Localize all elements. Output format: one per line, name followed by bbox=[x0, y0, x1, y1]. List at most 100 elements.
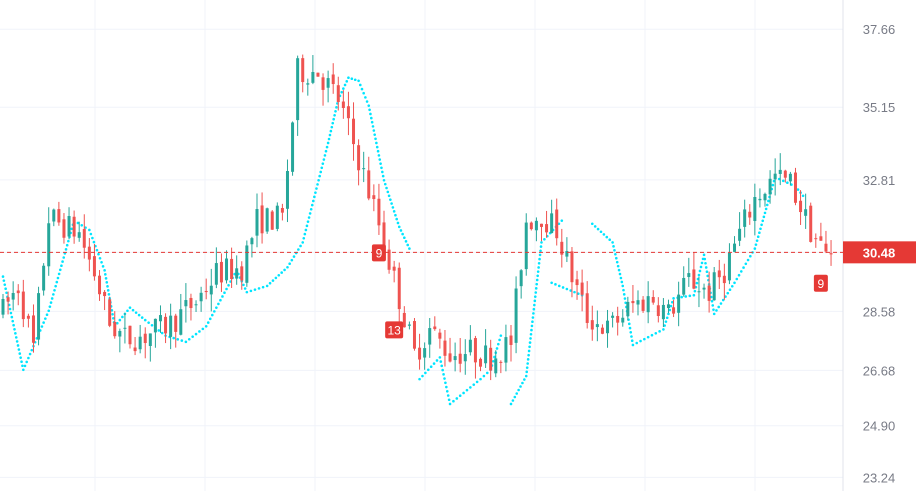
candle-body bbox=[687, 273, 691, 278]
sar-dot bbox=[121, 315, 124, 319]
candle-body bbox=[748, 211, 752, 218]
sar-dot bbox=[764, 207, 768, 211]
candle bbox=[37, 286, 41, 346]
sar-dot bbox=[485, 371, 489, 375]
candle-body bbox=[539, 223, 543, 227]
sar-dot bbox=[712, 308, 715, 311]
sar-dot bbox=[360, 87, 364, 91]
candle-body bbox=[438, 332, 442, 339]
sar-dot bbox=[627, 322, 631, 326]
candle bbox=[245, 240, 249, 287]
sar-dot bbox=[147, 321, 150, 324]
candle bbox=[621, 309, 625, 327]
sar-dot bbox=[10, 315, 14, 319]
candle-body bbox=[412, 321, 416, 349]
sar-dot bbox=[243, 287, 247, 290]
sar-dot bbox=[622, 288, 625, 292]
candle-body bbox=[214, 263, 218, 285]
sar-dot bbox=[104, 277, 108, 280]
sar-dot bbox=[322, 158, 326, 161]
grid bbox=[0, 0, 843, 491]
sar-dot bbox=[432, 362, 436, 365]
candle bbox=[47, 207, 51, 276]
sar-dot bbox=[710, 299, 714, 303]
sar-dot bbox=[350, 77, 354, 81]
sar-dot bbox=[452, 399, 455, 403]
candle bbox=[306, 78, 310, 96]
candle bbox=[707, 271, 711, 313]
candle bbox=[778, 153, 782, 186]
sar-dot bbox=[533, 295, 537, 298]
candle-body bbox=[225, 258, 229, 281]
candle-body bbox=[570, 251, 574, 283]
candle bbox=[397, 262, 401, 325]
candle-body bbox=[174, 315, 178, 332]
sar-dot bbox=[394, 213, 397, 217]
sar-dot bbox=[599, 230, 603, 234]
sar-dot bbox=[526, 362, 529, 365]
candle bbox=[230, 247, 234, 288]
candle-body bbox=[245, 245, 249, 283]
sar-dot bbox=[268, 281, 272, 285]
sar-dot bbox=[204, 324, 208, 328]
sar-dot bbox=[118, 318, 122, 322]
current-price-label: 30.48 bbox=[863, 245, 896, 260]
sar-dot bbox=[370, 120, 374, 124]
candle bbox=[108, 296, 112, 328]
candle-body bbox=[793, 172, 797, 203]
sar-dot bbox=[759, 227, 762, 231]
sar-dot bbox=[517, 388, 520, 392]
candle-body bbox=[484, 345, 488, 364]
sar-dot bbox=[557, 222, 561, 226]
sar-dot bbox=[515, 392, 519, 395]
sar-dot bbox=[702, 253, 706, 257]
candle-body bbox=[646, 296, 650, 313]
sar-dot bbox=[658, 330, 661, 333]
sar-dot bbox=[333, 113, 336, 117]
sar-dot bbox=[27, 356, 30, 360]
sar-dot bbox=[577, 292, 580, 295]
candle-body bbox=[52, 209, 56, 222]
sar-dot bbox=[206, 321, 210, 324]
sar-dot bbox=[100, 260, 103, 264]
sar-dot bbox=[667, 312, 670, 316]
sar-dot bbox=[61, 260, 64, 263]
sar-dot bbox=[408, 247, 411, 250]
sar-dot bbox=[664, 320, 668, 323]
sar-dot bbox=[438, 356, 442, 359]
sar-dot bbox=[208, 317, 212, 321]
candle bbox=[316, 72, 320, 77]
sar-dot bbox=[386, 190, 390, 194]
candle bbox=[184, 283, 188, 323]
sar-dot bbox=[53, 288, 56, 292]
sar-dot bbox=[221, 295, 224, 298]
candle-body bbox=[641, 299, 645, 311]
candle-body bbox=[367, 170, 371, 199]
sar-dot bbox=[534, 287, 538, 290]
candle bbox=[67, 207, 71, 240]
sar-dot bbox=[261, 285, 265, 289]
candle bbox=[504, 324, 508, 372]
sar-dot bbox=[404, 240, 408, 243]
sar-dot bbox=[198, 330, 201, 333]
sar-dot bbox=[455, 397, 459, 400]
sar-dot bbox=[754, 243, 758, 246]
candle bbox=[214, 247, 218, 289]
sar-dot bbox=[19, 356, 22, 359]
candle-body bbox=[423, 348, 427, 358]
candle-body bbox=[21, 291, 25, 320]
sar-dot bbox=[631, 343, 635, 347]
sar-dot bbox=[184, 340, 188, 344]
sar-dot bbox=[532, 307, 536, 311]
candle-body bbox=[270, 211, 274, 230]
candle bbox=[326, 70, 330, 103]
sar-dot bbox=[705, 270, 709, 273]
candle bbox=[799, 190, 803, 225]
candle-body bbox=[98, 275, 102, 295]
candle bbox=[636, 290, 640, 316]
sar-dot bbox=[292, 255, 296, 258]
candle-body bbox=[189, 297, 193, 309]
sar-dot bbox=[435, 359, 439, 362]
candle bbox=[763, 192, 767, 207]
candle bbox=[260, 192, 264, 244]
